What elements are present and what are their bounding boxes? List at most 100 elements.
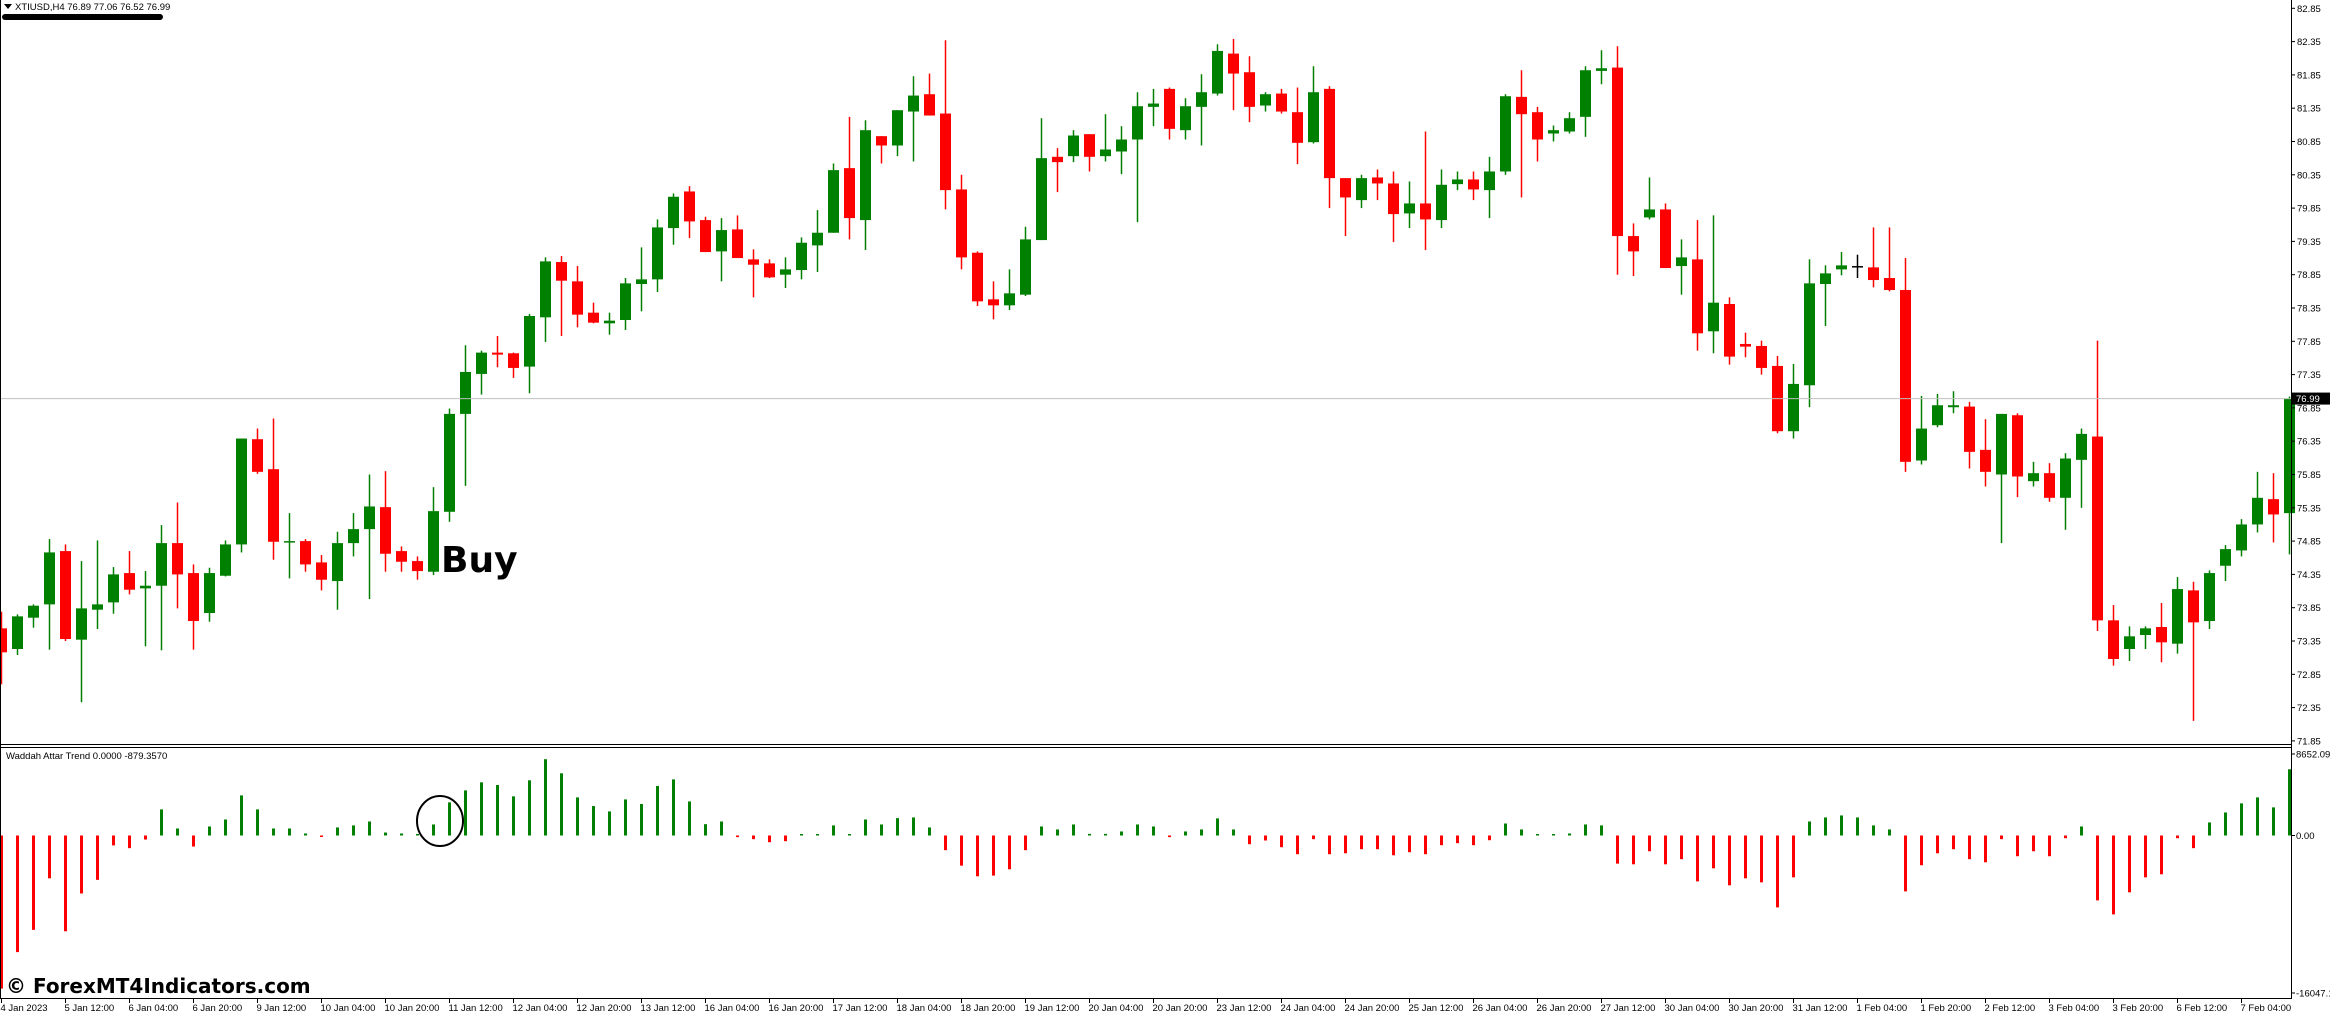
indicator-bar	[1312, 835, 1315, 840]
candle	[860, 120, 871, 251]
candle-body	[1660, 209, 1671, 269]
candle-body	[124, 573, 135, 590]
candle	[28, 604, 39, 628]
candle	[796, 237, 807, 280]
indicator-bar	[2288, 769, 2291, 836]
candle	[540, 257, 551, 342]
indicator-bar	[2240, 803, 2243, 836]
candle-body	[444, 413, 455, 512]
indicator-bar	[1776, 835, 1779, 908]
candle	[1116, 126, 1127, 175]
candle-body	[1276, 93, 1287, 112]
indicator-bar	[1264, 835, 1267, 841]
indicator-bar	[1872, 825, 1875, 836]
candle	[396, 546, 407, 572]
candle-body	[908, 95, 919, 112]
indicator-bar	[272, 828, 275, 836]
candle	[1036, 118, 1047, 241]
candle-body	[620, 283, 631, 320]
candle	[44, 539, 55, 650]
candle-body	[2268, 499, 2279, 515]
candle-body	[1132, 106, 1143, 140]
indicator-bar	[1296, 835, 1299, 855]
indicator-bar	[704, 824, 707, 836]
candle	[236, 438, 247, 553]
indicator-bar	[1200, 829, 1203, 836]
price-tick-label: 78.35	[2297, 304, 2321, 315]
indicator-bar	[1504, 823, 1507, 836]
time-tick-label: 30 Jan 04:00	[1665, 1003, 1720, 1013]
candle-body	[2076, 433, 2087, 460]
indicator-bar	[848, 834, 851, 836]
time-tick-label: 20 Jan 04:00	[1089, 1003, 1144, 1013]
candle-body	[732, 229, 743, 259]
candle	[2108, 605, 2119, 666]
time-tick-label: 24 Jan 20:00	[1345, 1003, 1400, 1013]
candle-body	[492, 352, 503, 355]
candle-body	[812, 232, 823, 246]
indicator-bar	[32, 835, 35, 930]
candle-body	[92, 604, 103, 610]
candle	[1196, 74, 1207, 146]
candle-body	[2012, 415, 2023, 477]
indicator-bar	[816, 834, 819, 836]
candle	[172, 502, 183, 609]
candle	[2140, 626, 2151, 649]
price-tick-label: 74.35	[2297, 570, 2321, 581]
indicator-bar	[1904, 835, 1907, 892]
candle-body	[876, 136, 887, 146]
candle-body	[796, 242, 807, 271]
candle	[2060, 453, 2071, 530]
price-tick-label: 74.85	[2297, 537, 2321, 548]
candle-body	[1820, 273, 1831, 285]
candle-body	[652, 227, 663, 280]
candle-body	[2140, 628, 2151, 636]
candle-body	[1340, 178, 1351, 198]
indicator-bar	[1712, 835, 1715, 869]
indicator-bar	[1328, 835, 1331, 855]
indicator-bar	[1136, 824, 1139, 836]
time-tick-label: 12 Jan 04:00	[513, 1003, 568, 1013]
price-tick-label: 82.35	[2297, 37, 2321, 48]
candle	[1676, 239, 1687, 295]
indicator-bar	[640, 804, 643, 836]
candle-body	[204, 573, 215, 614]
candle	[1212, 44, 1223, 96]
candle-body	[332, 543, 343, 582]
candle-body	[540, 261, 551, 318]
candle	[668, 193, 679, 245]
indicator-bar	[128, 835, 131, 849]
indicator-bar	[2112, 835, 2115, 915]
candle-body	[1676, 257, 1687, 267]
indicator-bar	[400, 833, 403, 836]
candle	[1516, 70, 1527, 198]
indicator-bar	[1072, 824, 1075, 836]
candle	[684, 186, 695, 239]
candle	[1180, 98, 1191, 140]
candle	[604, 312, 615, 335]
indicator-bar	[144, 835, 147, 840]
indicator-bar	[1664, 835, 1667, 865]
candle-body	[1260, 94, 1271, 106]
candle-body	[76, 608, 87, 640]
indicator-bar	[896, 818, 899, 836]
collapse-triangle-icon[interactable]	[4, 4, 12, 9]
time-tick-label: 26 Jan 04:00	[1473, 1003, 1528, 1013]
indicator-bar	[1696, 835, 1699, 882]
candle-body	[108, 574, 119, 603]
candle-body	[1404, 203, 1415, 214]
time-tick-label: 11 Jan 12:00	[449, 1003, 503, 1013]
current-price-tag	[2292, 392, 2330, 405]
time-tick-label: 18 Jan 04:00	[897, 1003, 952, 1013]
indicator-bar	[1232, 829, 1235, 836]
indicator-bar	[96, 835, 99, 880]
indicator-bar	[16, 835, 19, 953]
candle	[908, 76, 919, 162]
candle-body	[0, 628, 7, 653]
indicator-bar	[960, 835, 963, 866]
indicator-title: Waddah Attar Trend 0.0000 -879.3570	[6, 751, 167, 762]
time-tick-label: 3 Feb 20:00	[2113, 1003, 2164, 1013]
candle	[508, 352, 519, 378]
candle	[1692, 220, 1703, 351]
